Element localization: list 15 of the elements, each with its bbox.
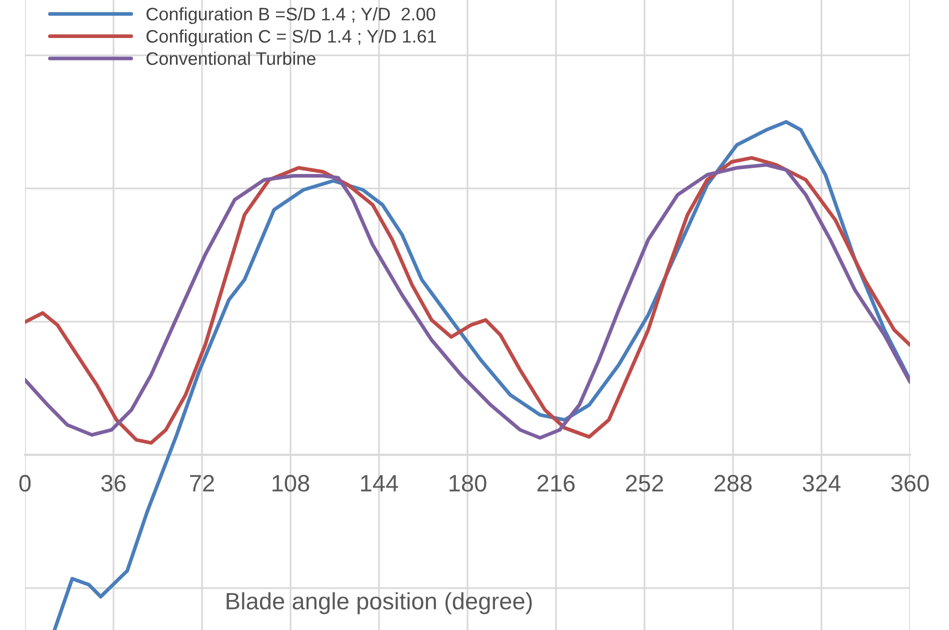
x-tick-label: 72 [190, 474, 214, 492]
x-tick-label: 324 [802, 474, 841, 492]
x-tick-label: 180 [450, 474, 486, 492]
x-tick-label: 108 [272, 474, 310, 492]
x-tick-label: 360 [891, 474, 929, 492]
x-tick-label: 288 [714, 474, 752, 492]
x-tick-label: 144 [361, 475, 398, 492]
x-tick-label: 36 [101, 474, 126, 492]
legend-label: Conventional Turbine [146, 52, 316, 65]
x-tick-label: 252 [626, 474, 664, 492]
x-tick-label: 216 [537, 474, 575, 492]
legend-label: Configuration B =S/D 1.4 ; Y/D 2.00 [146, 7, 436, 24]
legend-label: Configuration C = S/D 1.4 ; Y/D 1.61 [146, 29, 436, 46]
x-axis-title: Blade angle position (degree) [226, 592, 532, 614]
x-tick-label: 0 [19, 474, 31, 492]
